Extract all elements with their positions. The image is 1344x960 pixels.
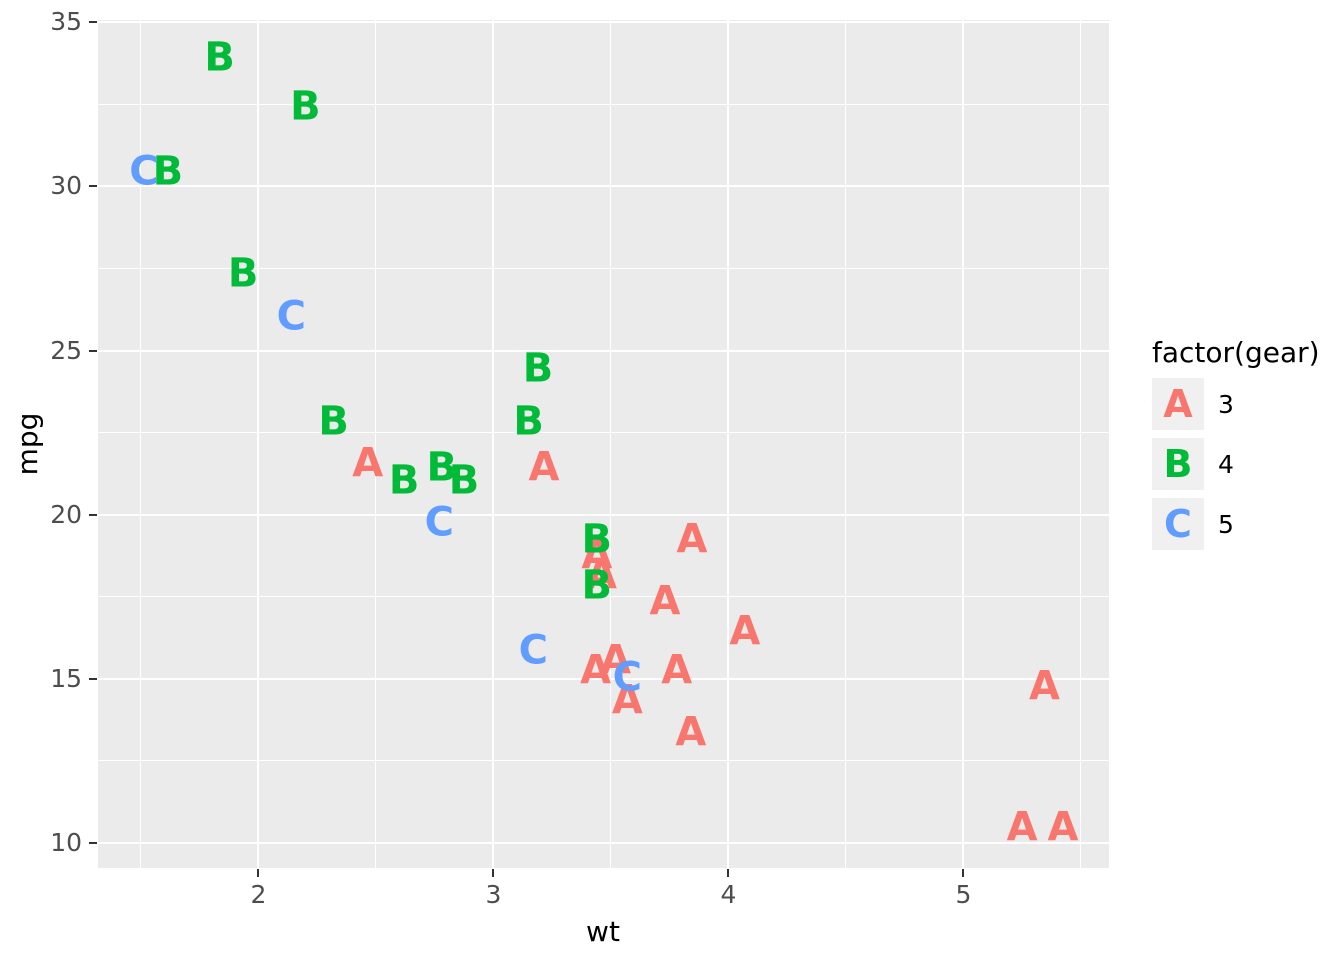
data-point-gear3: A xyxy=(600,637,632,684)
minor-gridline-y xyxy=(98,103,1109,105)
legend-label-gear5: 5 xyxy=(1218,509,1234,539)
data-point-gear5: C xyxy=(612,653,643,700)
y-tick-mark xyxy=(89,21,97,24)
data-point-gear5: C xyxy=(129,148,159,195)
y-tick-mark xyxy=(89,841,97,844)
legend-key-box-gear4: B xyxy=(1152,438,1204,490)
y-tick-label: 30 xyxy=(50,171,82,201)
data-point-gear3: A xyxy=(729,608,761,655)
legend-key-box-gear3: A xyxy=(1152,378,1204,430)
y-tick-mark xyxy=(89,513,97,516)
legend-key-letter-c: C xyxy=(1164,502,1192,546)
legend-label-gear4: 4 xyxy=(1218,449,1234,479)
major-gridline-y xyxy=(98,21,1109,24)
data-point-gear3: A xyxy=(1028,663,1060,710)
data-point-gear4: B xyxy=(227,250,259,297)
data-point-gear4: B xyxy=(522,345,554,392)
x-tick-mark xyxy=(257,869,260,877)
x-tick-label: 2 xyxy=(250,880,267,909)
data-point-gear4: B xyxy=(290,83,321,130)
y-tick-label: 35 xyxy=(50,7,82,37)
data-point-gear3: A xyxy=(586,552,617,599)
data-point-gear3: A xyxy=(675,709,707,756)
minor-gridline-x xyxy=(1080,20,1082,868)
y-tick-label: 20 xyxy=(50,499,82,529)
x-tick-mark xyxy=(492,869,495,877)
legend-title: factor(gear) xyxy=(1152,336,1320,369)
x-tick-label: 4 xyxy=(720,880,737,909)
y-axis-title: mpg xyxy=(11,412,44,476)
x-tick-mark xyxy=(727,869,730,877)
data-point-gear4: B xyxy=(152,148,184,195)
data-point-gear4: B xyxy=(581,516,613,563)
y-tick-mark xyxy=(89,185,97,188)
major-gridline-x xyxy=(727,20,730,868)
x-axis-title: wt xyxy=(586,915,620,948)
plot-panel xyxy=(98,20,1109,868)
minor-gridline-y xyxy=(98,432,1109,434)
minor-gridline-x xyxy=(375,20,377,868)
major-gridline-x xyxy=(962,20,965,868)
legend: factor(gear) A 3 B 4 C 5 xyxy=(1152,338,1320,558)
minor-gridline-x xyxy=(610,20,612,868)
data-point-gear3: A xyxy=(528,443,560,490)
major-gridline-y xyxy=(98,349,1109,352)
data-point-gear4: B xyxy=(204,33,235,80)
data-point-gear3: A xyxy=(580,647,612,694)
minor-gridline-x xyxy=(845,20,847,868)
y-tick-label: 15 xyxy=(50,663,82,693)
data-point-gear4: B xyxy=(581,562,613,609)
minor-gridline-y xyxy=(98,760,1109,762)
x-tick-label: 5 xyxy=(955,880,972,909)
data-point-gear4: B xyxy=(426,443,457,490)
legend-key-box-gear5: C xyxy=(1152,498,1204,550)
data-point-gear3: A xyxy=(611,676,643,723)
data-point-gear4: B xyxy=(318,398,349,445)
y-tick-label: 10 xyxy=(50,827,82,857)
data-point-gear4: B xyxy=(448,457,480,504)
data-point-gear4: B xyxy=(513,398,544,445)
minor-gridline-x xyxy=(140,20,142,868)
data-point-gear3: A xyxy=(661,647,693,694)
x-tick-label: 3 xyxy=(485,880,502,909)
y-tick-label: 25 xyxy=(50,335,82,365)
minor-gridline-y xyxy=(98,596,1109,598)
legend-row-gear4: B 4 xyxy=(1152,438,1320,490)
legend-label-gear3: 3 xyxy=(1218,389,1234,419)
major-gridline-x xyxy=(492,20,495,868)
data-point-gear4: B xyxy=(388,457,420,504)
legend-row-gear3: A 3 xyxy=(1152,378,1320,430)
data-point-gear3: A xyxy=(581,532,613,579)
y-tick-mark xyxy=(89,349,97,352)
legend-row-gear5: C 5 xyxy=(1152,498,1320,550)
data-point-gear3: A xyxy=(352,440,384,487)
data-point-gear5: C xyxy=(518,627,549,674)
major-gridline-y xyxy=(98,185,1109,188)
data-point-gear3: A xyxy=(676,516,708,563)
major-gridline-x xyxy=(257,20,260,868)
data-point-gear3: A xyxy=(1047,804,1079,851)
data-point-gear5: C xyxy=(424,499,455,546)
major-gridline-y xyxy=(98,677,1109,680)
y-tick-mark xyxy=(89,677,97,680)
x-tick-mark xyxy=(962,869,965,877)
data-point-gear5: C xyxy=(276,293,306,340)
data-point-gear3: A xyxy=(1006,804,1038,851)
data-point-gear3: A xyxy=(649,578,681,625)
major-gridline-y xyxy=(98,513,1109,516)
legend-key-letter-a: A xyxy=(1163,382,1193,426)
major-gridline-y xyxy=(98,841,1109,844)
minor-gridline-y xyxy=(98,267,1109,269)
legend-key-letter-b: B xyxy=(1163,442,1193,486)
